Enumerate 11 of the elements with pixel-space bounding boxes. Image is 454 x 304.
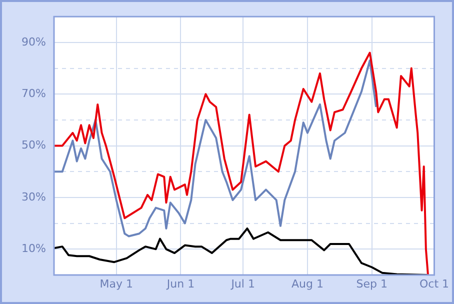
x-tick-label: Oct 1 bbox=[419, 277, 449, 290]
y-tick-label: 50% bbox=[22, 138, 46, 152]
x-tick-label: May 1 bbox=[100, 277, 133, 290]
x-tick-label: Jun 1 bbox=[166, 277, 195, 290]
x-tick-label: Sep 1 bbox=[356, 277, 388, 290]
y-tick-label: 90% bbox=[22, 35, 46, 48]
x-tick-label: Aug 1 bbox=[292, 277, 324, 290]
y-tick-label: 10% bbox=[22, 242, 46, 256]
x-tick-label: Jul 1 bbox=[230, 277, 255, 290]
y-tick-label: 30% bbox=[22, 190, 46, 204]
y-tick-label: 70% bbox=[22, 86, 46, 100]
